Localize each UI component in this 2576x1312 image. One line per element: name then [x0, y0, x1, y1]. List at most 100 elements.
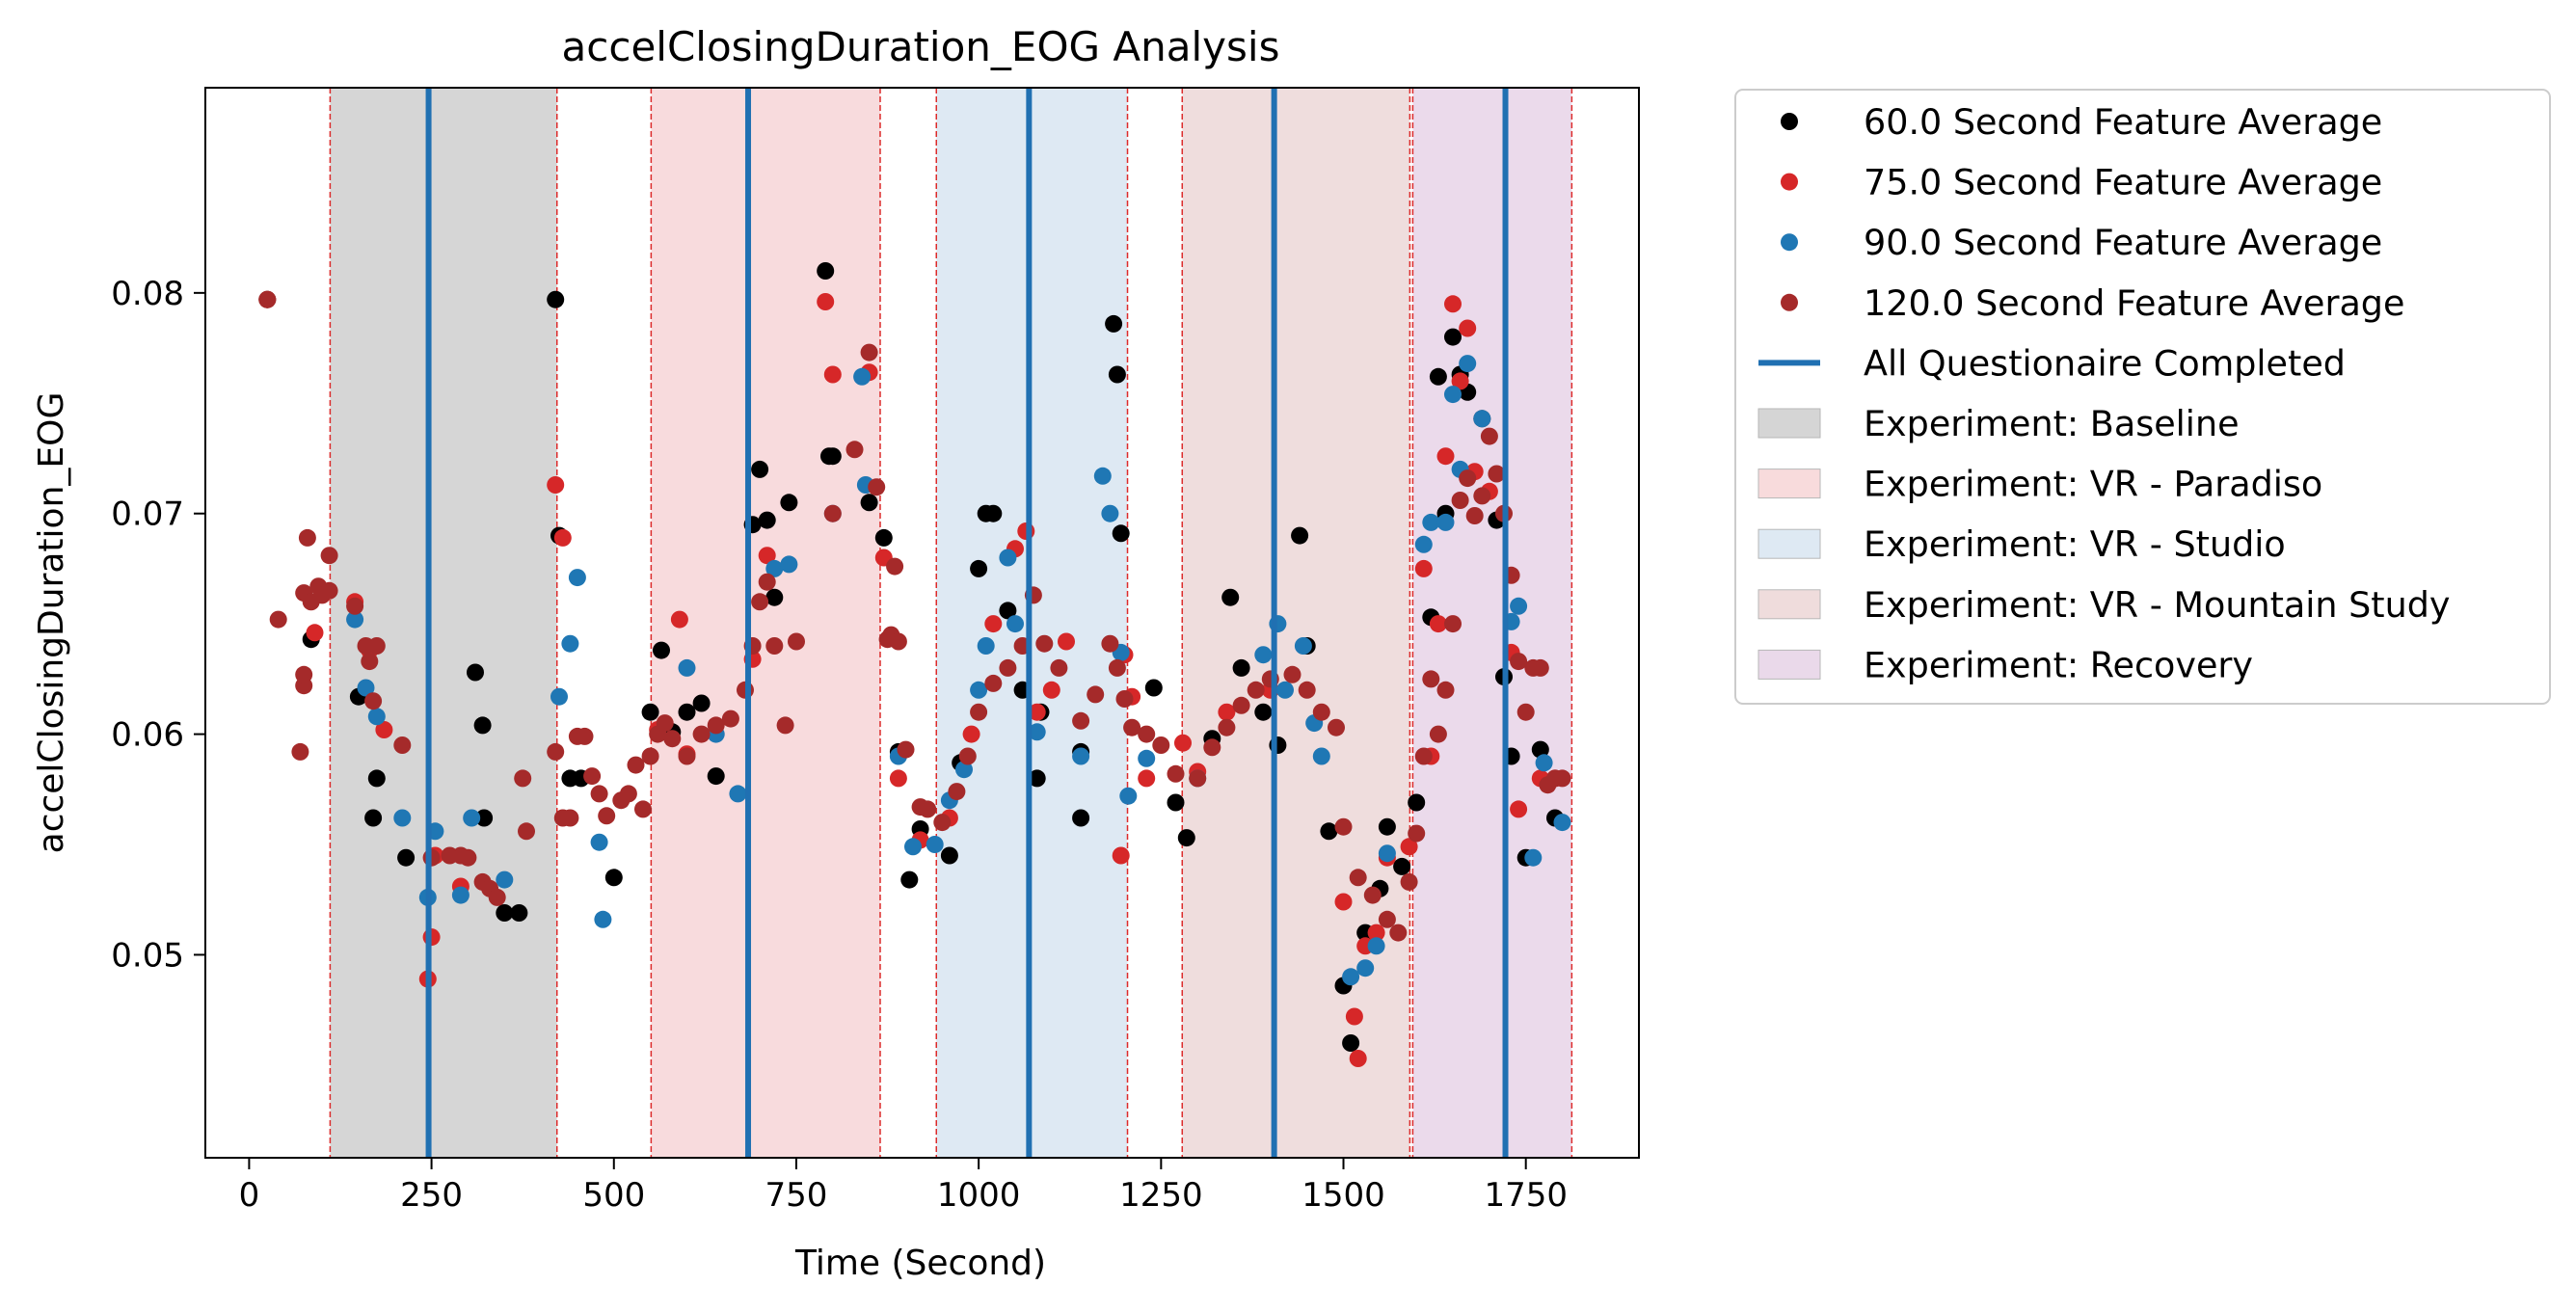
data-point — [1058, 632, 1075, 651]
data-point — [514, 769, 532, 788]
x-axis-label: Time (Second) — [794, 1244, 1046, 1283]
data-point — [868, 478, 886, 496]
data-point — [1422, 670, 1440, 688]
data-point — [904, 838, 922, 856]
data-point — [889, 632, 907, 651]
data-point — [670, 610, 688, 629]
data-point — [1152, 736, 1170, 754]
data-point — [1459, 355, 1477, 373]
data-point — [1367, 937, 1385, 955]
data-point — [1283, 665, 1301, 683]
data-point — [1553, 814, 1571, 832]
data-point — [970, 559, 988, 577]
legend-label: Experiment: VR - Mountain Study — [1864, 584, 2451, 626]
data-point — [1334, 817, 1353, 836]
data-point — [1232, 696, 1250, 714]
data-point — [459, 848, 477, 867]
data-point — [962, 725, 980, 743]
data-point — [1087, 685, 1105, 704]
legend-label: Experiment: Baseline — [1864, 403, 2240, 444]
data-point — [1378, 817, 1396, 836]
data-point — [346, 597, 364, 615]
data-point — [1408, 824, 1426, 843]
region-band — [330, 88, 557, 1158]
data-point — [1174, 734, 1192, 752]
data-point — [1138, 725, 1156, 743]
questionnaire-lines — [425, 88, 1509, 1158]
data-point — [1436, 681, 1455, 699]
x-tick-label: 1500 — [1301, 1176, 1385, 1215]
data-point — [1516, 703, 1535, 721]
data-point — [1400, 838, 1418, 856]
data-point — [765, 588, 784, 606]
data-point — [1101, 634, 1119, 653]
data-point — [1017, 522, 1035, 540]
data-point — [590, 833, 608, 851]
legend-label: All Questionaire Completed — [1864, 342, 2346, 384]
data-point — [364, 692, 383, 710]
data-point — [1473, 487, 1491, 505]
data-point — [1247, 681, 1265, 699]
data-points — [258, 262, 1571, 1067]
data-point — [707, 767, 725, 786]
data-point — [1480, 427, 1498, 445]
data-point — [1218, 703, 1236, 721]
data-point — [1072, 711, 1090, 730]
data-point — [678, 658, 696, 677]
data-point — [933, 814, 952, 832]
x-tick-label: 250 — [400, 1176, 463, 1215]
data-point — [367, 708, 386, 726]
data-point — [357, 679, 375, 697]
data-point — [1328, 718, 1345, 736]
data-point — [1072, 809, 1090, 827]
data-point — [393, 809, 412, 827]
data-point — [393, 736, 412, 754]
data-point — [721, 710, 739, 728]
data-point — [1232, 658, 1250, 677]
data-point — [397, 848, 416, 867]
data-point — [1510, 653, 1528, 671]
data-point — [1367, 924, 1385, 942]
data-point — [1389, 924, 1408, 942]
data-point — [590, 785, 608, 803]
data-point — [1042, 681, 1060, 699]
data-point — [948, 783, 966, 801]
legend-patch — [1758, 649, 1821, 680]
legend-label: Experiment: VR - Studio — [1864, 523, 2286, 565]
data-point — [1115, 690, 1134, 708]
data-point — [298, 528, 316, 547]
data-point — [1093, 467, 1112, 485]
data-point — [1444, 328, 1462, 346]
data-point — [1203, 738, 1221, 757]
data-point — [653, 641, 670, 659]
data-point — [1138, 769, 1156, 788]
legend-patch — [1758, 589, 1821, 620]
data-point — [291, 742, 309, 761]
data-point — [594, 910, 612, 928]
data-point — [1312, 747, 1330, 765]
data-point — [367, 769, 386, 788]
data-point — [1444, 386, 1462, 404]
data-point — [295, 665, 313, 683]
data-point — [1444, 295, 1462, 313]
data-point — [473, 716, 492, 735]
data-point — [1524, 848, 1543, 867]
data-point — [678, 747, 696, 765]
data-point — [1535, 754, 1553, 772]
data-point — [1035, 634, 1054, 653]
data-point — [576, 727, 594, 745]
y-axis-label: accelClosingDuration_EOG — [32, 392, 71, 854]
data-point — [1101, 504, 1119, 522]
data-point — [765, 559, 784, 577]
data-point — [788, 632, 805, 651]
data-point — [1400, 872, 1418, 891]
data-point — [634, 800, 652, 818]
data-point — [1320, 822, 1338, 841]
data-point — [547, 742, 565, 761]
chart-title: accelClosingDuration_EOG Analysis — [562, 23, 1280, 70]
data-point — [984, 674, 1003, 692]
x-tick-label: 1000 — [937, 1176, 1021, 1215]
data-point — [656, 714, 674, 733]
legend-patch — [1758, 528, 1821, 559]
data-point — [765, 637, 784, 655]
